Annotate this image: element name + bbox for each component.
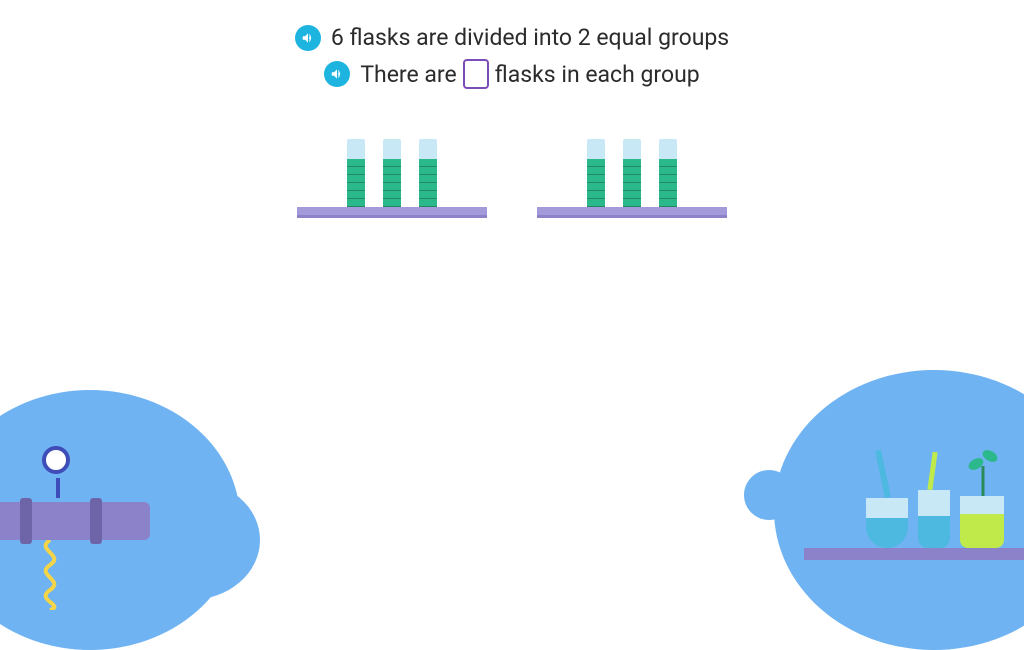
decoration-left [0, 360, 300, 560]
line2-before: There are [360, 61, 456, 88]
cloud-shape [744, 470, 794, 520]
decoration-right [724, 360, 1024, 560]
shelf [537, 207, 727, 218]
beaker-icon [918, 490, 950, 548]
tubes-row [347, 139, 437, 207]
speaker-button-1[interactable] [295, 25, 321, 51]
question-text-2: There are flasks in each group [360, 59, 699, 89]
flask-group [537, 139, 727, 218]
test-tube-icon [587, 139, 605, 207]
pipe-apparatus [0, 502, 150, 540]
question-area: 6 flasks are divided into 2 equal groups… [0, 0, 1024, 89]
test-tube-icon [383, 139, 401, 207]
line2-after: flasks in each group [495, 61, 700, 88]
beaker-icon [960, 496, 1004, 548]
test-tube-icon [623, 139, 641, 207]
tubes-row [587, 139, 677, 207]
test-tube-icon [659, 139, 677, 207]
coil-icon [30, 540, 70, 610]
flask-diagram [0, 139, 1024, 218]
test-tube-icon [347, 139, 365, 207]
flask-group [297, 139, 487, 218]
question-line-1: 6 flasks are divided into 2 equal groups [0, 24, 1024, 51]
lab-shelf [804, 548, 1024, 560]
answer-input[interactable] [463, 59, 489, 89]
plant-icon [968, 446, 998, 496]
speaker-icon [301, 31, 315, 45]
question-line-2: There are flasks in each group [0, 59, 1024, 89]
speaker-button-2[interactable] [324, 61, 350, 87]
speaker-icon [330, 67, 344, 81]
gauge-icon [42, 446, 70, 474]
test-tube-icon [419, 139, 437, 207]
pipe-body [0, 502, 150, 540]
beaker-icon [866, 498, 908, 548]
lab-flasks [866, 490, 1004, 548]
question-text-1: 6 flasks are divided into 2 equal groups [331, 24, 729, 51]
cloud-shape [120, 480, 260, 600]
shelf [297, 207, 487, 218]
